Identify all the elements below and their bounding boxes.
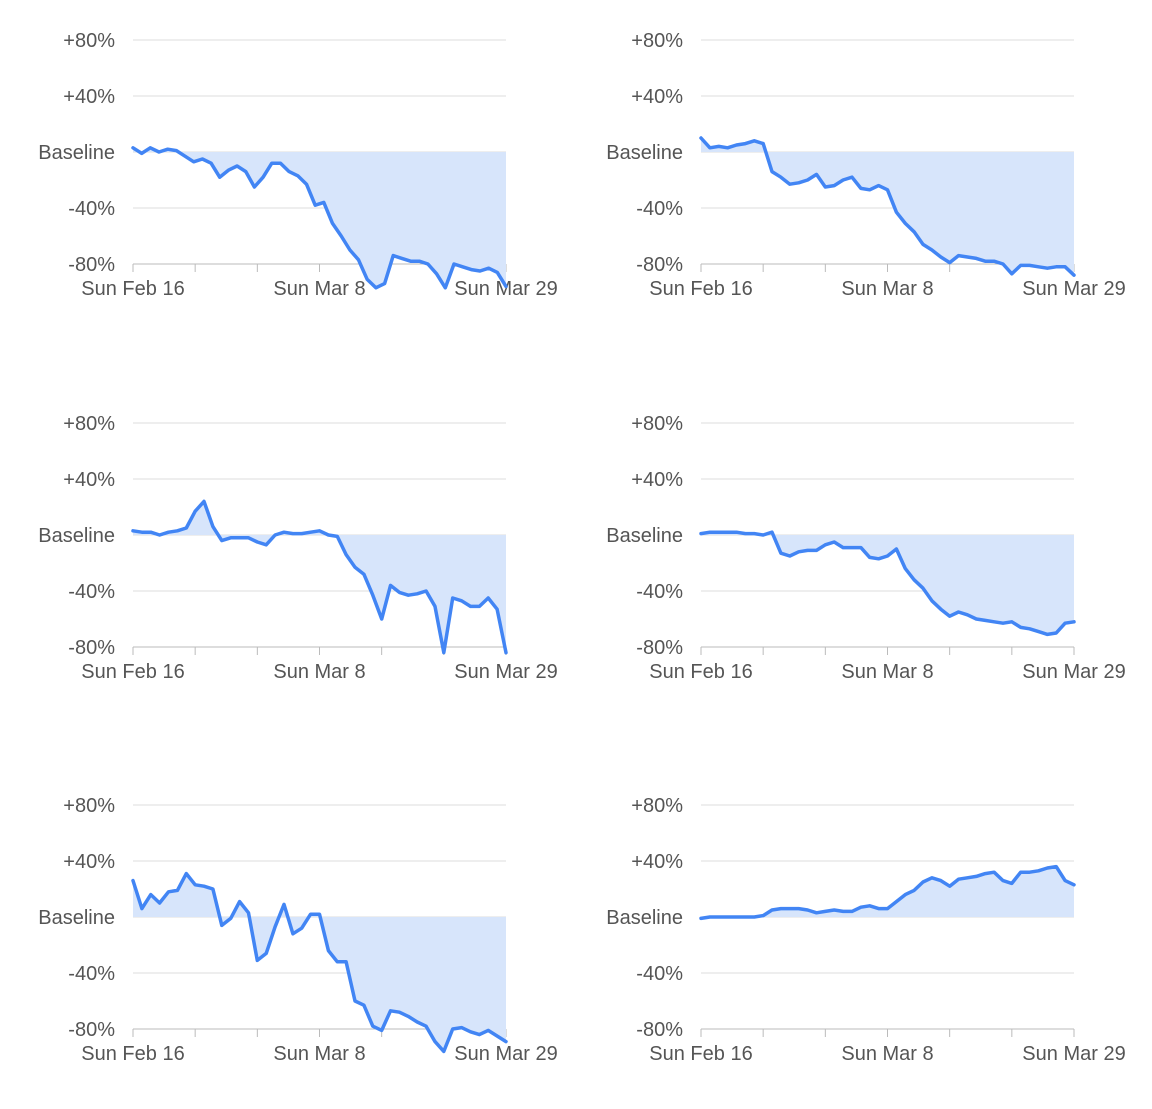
y-tick-label: Baseline	[38, 907, 115, 929]
x-tick-label: Sun Feb 16	[81, 278, 184, 300]
x-tick-label: Sun Mar 29	[454, 661, 557, 683]
x-tick-label: Sun Mar 8	[841, 1043, 933, 1065]
y-tick-label: +80%	[63, 795, 115, 817]
x-tick-label: Sun Feb 16	[649, 1043, 752, 1065]
y-tick-label: -40%	[68, 963, 115, 985]
x-tick-label: Sun Feb 16	[649, 661, 752, 683]
y-tick-label: +40%	[631, 851, 683, 873]
x-tick-label: Sun Mar 29	[454, 278, 557, 300]
series-area	[133, 501, 506, 653]
series-line	[699, 136, 1076, 277]
x-tick-label: Sun Mar 8	[841, 278, 933, 300]
chart-panel-4: +80% +40% Baseline -40% -80%Sun Feb 16 Sun Ma…	[606, 413, 1125, 683]
y-tick-label: +80%	[631, 413, 683, 435]
y-tick-label: +40%	[63, 851, 115, 873]
y-tick-label: -80%	[636, 637, 683, 659]
y-tick-label: +80%	[63, 30, 115, 52]
x-tick-label: Sun Feb 16	[81, 661, 184, 683]
y-tick-label: -80%	[636, 1019, 683, 1041]
x-tick-label: Sun Feb 16	[649, 278, 752, 300]
y-tick-label: +80%	[631, 30, 683, 52]
x-tick-label: Sun Mar 8	[273, 1043, 365, 1065]
y-tick-label: -40%	[636, 581, 683, 603]
y-tick-label: -80%	[68, 1019, 115, 1041]
x-tick-label: Sun Mar 29	[1022, 278, 1125, 300]
chart-panel-3: +80% +40% Baseline -40% -80%Sun Feb 16 Sun Ma…	[38, 413, 557, 683]
series-line	[699, 530, 1076, 637]
y-tick-label: Baseline	[606, 525, 683, 547]
y-tick-label: -80%	[68, 254, 115, 276]
y-tick-label: +40%	[63, 469, 115, 491]
series-area	[701, 866, 1074, 919]
series-line	[131, 871, 508, 1054]
series-line	[131, 146, 508, 290]
y-tick-label: Baseline	[38, 525, 115, 547]
y-tick-label: -40%	[68, 581, 115, 603]
y-tick-label: +40%	[631, 86, 683, 108]
y-tick-label: Baseline	[606, 907, 683, 929]
chart-panel-5: +80% +40% Baseline -40% -80%Sun Feb 16 Sun Ma…	[38, 795, 557, 1065]
chart-panel-6: +80% +40% Baseline -40% -80%Sun Feb 16 Sun Ma…	[606, 795, 1125, 1065]
chart-panel-2: +80% +40% Baseline -40% -80%Sun Feb 16 Sun Ma…	[606, 30, 1125, 300]
series-area	[701, 532, 1074, 635]
y-tick-label: +80%	[631, 795, 683, 817]
y-tick-label: -80%	[636, 254, 683, 276]
series-area	[133, 147, 506, 288]
series-line	[131, 499, 508, 655]
x-tick-label: Sun Mar 8	[273, 278, 365, 300]
x-tick-label: Sun Mar 8	[273, 661, 365, 683]
x-tick-label: Sun Mar 29	[454, 1043, 557, 1065]
y-tick-label: Baseline	[38, 142, 115, 164]
series-line	[699, 864, 1076, 921]
x-tick-label: Sun Mar 29	[1022, 661, 1125, 683]
chart-panel-1: +80% +40% Baseline -40% -80%Sun Feb 16 Sun Ma…	[38, 30, 557, 300]
y-tick-label: -40%	[636, 963, 683, 985]
x-tick-label: Sun Feb 16	[81, 1043, 184, 1065]
y-tick-label: -40%	[636, 198, 683, 220]
y-tick-label: Baseline	[606, 142, 683, 164]
series-area	[133, 873, 506, 1052]
y-tick-label: +40%	[63, 86, 115, 108]
y-tick-label: +40%	[631, 469, 683, 491]
y-tick-label: -80%	[68, 637, 115, 659]
x-tick-label: Sun Mar 29	[1022, 1043, 1125, 1065]
y-tick-label: +80%	[63, 413, 115, 435]
y-tick-label: -40%	[68, 198, 115, 220]
x-tick-label: Sun Mar 8	[841, 661, 933, 683]
series-area	[701, 138, 1074, 276]
